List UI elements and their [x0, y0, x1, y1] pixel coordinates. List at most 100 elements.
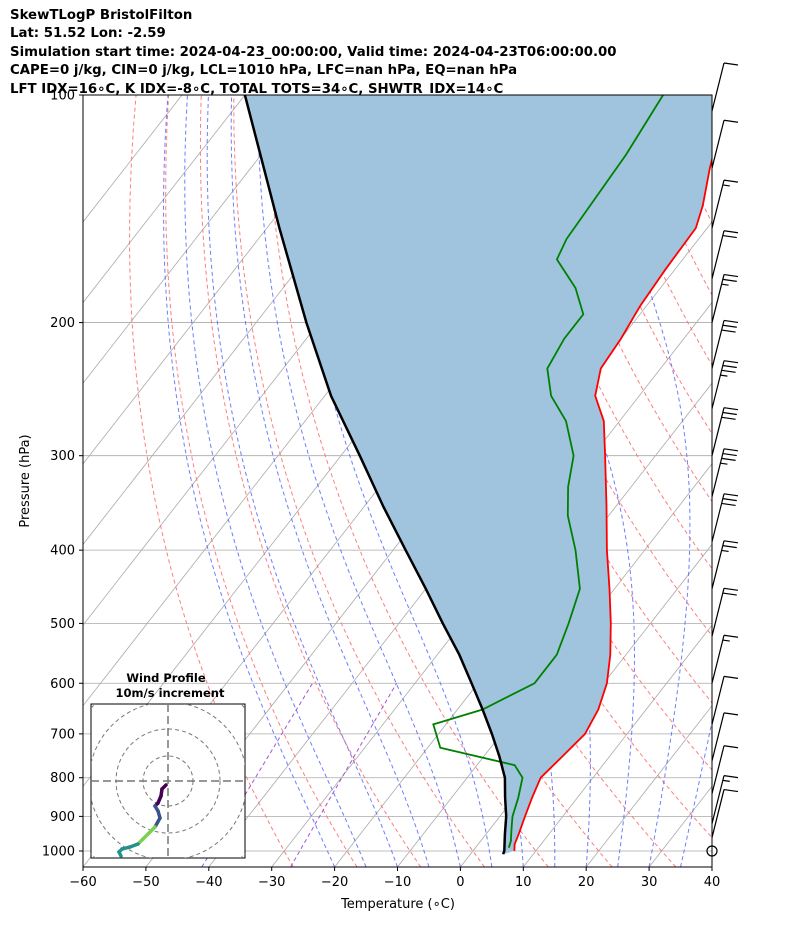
wind-barb-flag — [722, 452, 737, 457]
x-tick-label: 30 — [641, 875, 658, 890]
wind-barb-flag — [723, 448, 739, 452]
dry-adiabat — [787, 95, 794, 867]
dry-adiabat — [493, 95, 712, 570]
y-tick-label: 100 — [50, 89, 75, 104]
y-tick-label: 400 — [50, 544, 75, 559]
x-tick-label: 10 — [515, 875, 532, 890]
y-tick-label: 900 — [50, 810, 75, 825]
wind-barb-flag — [721, 329, 736, 333]
moist-adiabat — [584, 95, 691, 867]
wind-barb-staff — [711, 540, 725, 589]
x-tick-label: −10 — [384, 875, 411, 890]
parcel-line — [243, 95, 508, 855]
x-tick-label: 0 — [456, 875, 464, 890]
hodograph-inset: Wind Profile 10m/s increment — [90, 671, 246, 859]
wind-barb-staff — [711, 274, 725, 323]
wind-barb-flag — [721, 369, 736, 373]
hodograph-rings — [91, 704, 245, 858]
wind-barb-staff — [711, 179, 725, 229]
wind-barb-staff — [711, 230, 725, 279]
wind-barb-flag — [722, 592, 737, 596]
wind-barb-flag — [723, 230, 739, 234]
x-tick-label: −40 — [195, 875, 222, 890]
chart-header: SkewTLogP BristolFilton Lat: 51.52 Lon: … — [10, 7, 617, 99]
wind-barb-flag — [723, 360, 739, 364]
wind-barb-staff — [711, 712, 725, 762]
wind-barb-staff — [711, 448, 725, 497]
axes: −60 −50 −40 −30 −20 −10 0 10 20 30 40 100 200 300 400 5… — [42, 89, 720, 891]
dry-adiabat — [396, 95, 712, 771]
wind-barb-staff — [711, 120, 725, 169]
cape-line: CAPE=0 j/kg, CIN=0 j/kg, LCL=1010 hPa, L… — [10, 63, 518, 79]
wind-barb-flag — [723, 273, 739, 278]
wind-barb-half-flag — [722, 184, 730, 187]
dry-adiabat — [526, 95, 712, 503]
wind-barb-flag — [723, 788, 739, 793]
wind-barb-flag — [722, 411, 737, 416]
mixing-ratio-line — [290, 683, 398, 867]
moist-adiabat — [711, 864, 712, 867]
profile-lines — [243, 95, 712, 855]
wind-barb-flag — [722, 324, 737, 328]
calm-wind-circle — [706, 845, 718, 857]
wind-barb-flag — [722, 498, 737, 502]
wind-barb-flag — [723, 745, 739, 749]
y-tick-label: 500 — [50, 617, 75, 632]
dry-adiabat — [722, 95, 794, 867]
wind-barb-flag — [722, 364, 737, 369]
wind-barb-flag — [723, 587, 739, 591]
x-tick-label: −50 — [132, 875, 159, 890]
wind-barb-staff — [711, 789, 725, 838]
isotherm-line — [334, 382, 712, 867]
dry-adiabat — [755, 95, 794, 867]
wind-barb-flag — [723, 540, 739, 544]
moist-adiabat — [206, 95, 398, 867]
wind-barb-staff — [711, 775, 725, 824]
wind-barb-half-flag — [720, 462, 728, 465]
wind-barbs — [706, 62, 739, 857]
wind-barb-flag — [723, 712, 739, 716]
wind-barb-flag — [722, 278, 737, 282]
x-tick-label: −20 — [321, 875, 348, 890]
wind-barb-staff — [711, 62, 725, 112]
dry-adiabat — [233, 95, 485, 867]
isotherm-line — [711, 866, 712, 867]
hodograph-trace-segment — [117, 850, 123, 858]
dry-adiabat — [129, 95, 294, 867]
chart-title: SkewTLogP BristolFilton — [10, 8, 193, 23]
y-tick-label: 200 — [50, 316, 75, 331]
wind-barb-staff — [711, 320, 725, 369]
wind-barb-flag — [722, 234, 737, 239]
wind-barb-staff — [711, 407, 725, 456]
moist-adiabat — [287, 95, 493, 867]
moist-adiabat — [491, 95, 635, 867]
wind-barb-flag — [721, 457, 736, 461]
isotherm-line — [83, 95, 246, 304]
wind-barb-half-flag — [720, 374, 728, 377]
temperature-line — [513, 156, 712, 852]
wind-barb-flag — [723, 634, 739, 638]
dry-adiabat — [689, 95, 712, 150]
moist-adiabat — [230, 95, 430, 867]
wind-barb-flag — [723, 675, 739, 679]
x-tick-label: −60 — [69, 875, 96, 890]
wind-barb-flag — [723, 775, 739, 779]
y-tick-label: 600 — [50, 677, 75, 692]
y-tick-label: 700 — [50, 727, 75, 742]
dry-adiabat — [199, 95, 422, 867]
dry-adiabat — [558, 95, 712, 435]
wind-barb-flag — [721, 502, 736, 507]
y-axis-label: Pressure (hPa) — [18, 434, 33, 527]
isotherm-line — [83, 95, 309, 384]
dewpoint-line — [432, 95, 664, 848]
wind-barb-flag — [723, 407, 739, 411]
wind-barb-flag — [723, 493, 739, 497]
moist-adiabat — [184, 95, 367, 867]
y-tick-label: 300 — [50, 449, 75, 464]
wind-barb-flag — [723, 62, 739, 66]
moist-adiabat — [162, 95, 336, 867]
wind-barb-staff — [711, 588, 725, 637]
wind-barb-flag — [723, 119, 739, 123]
wind-barb-half-flag — [722, 639, 730, 642]
